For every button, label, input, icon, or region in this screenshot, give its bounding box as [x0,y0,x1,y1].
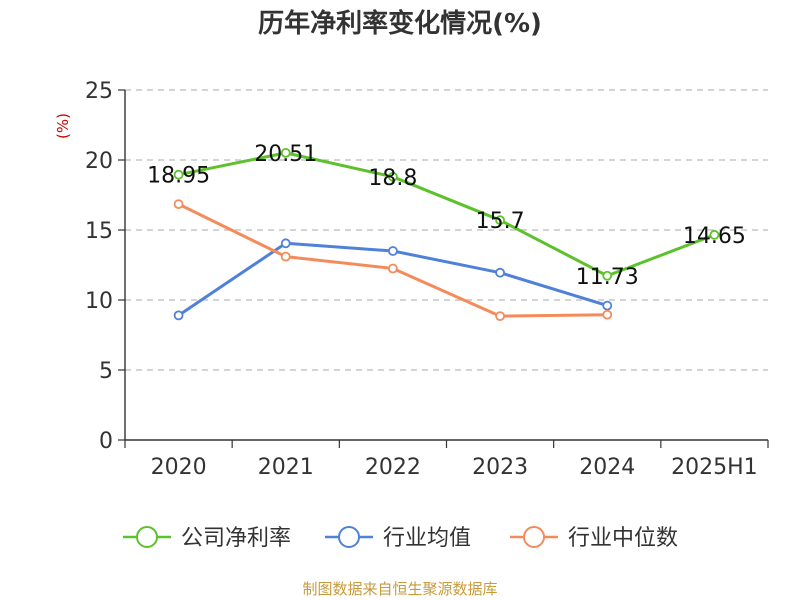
x-tick-label: 2021 [258,455,314,480]
chart-title: 历年净利率变化情况(%) [258,8,542,39]
series-line [178,151,715,278]
y-axis-label: (%) [54,113,72,139]
data-point [388,171,398,182]
x-tick-label: 2024 [579,455,635,480]
legend-label: 行业均值 [383,526,471,551]
legend: 公司净利率 行业均值 行业中位数 [123,526,678,551]
data-point [602,309,613,320]
data-point [280,238,291,249]
data-point [173,169,184,180]
data-point [280,147,291,158]
y-tick-label: 10 [85,289,113,314]
x-tick-label: 2025H1 [671,455,758,480]
data-point [602,270,613,281]
y-tick-label: 15 [85,219,113,244]
data-point [388,263,398,274]
legend-marker [338,526,360,548]
series-lines [173,147,720,322]
legend-marker [523,526,545,548]
axes: 0 5 10 15 20 25 2020 2021 2022 2023 2024 2025H1 [85,79,769,480]
data-point [495,267,505,278]
data-point [280,251,291,262]
y-tick-label: 25 [85,79,113,104]
x-tick-label: 2022 [365,455,421,480]
series-line [177,202,608,318]
data-point [602,300,613,311]
data-label: 11.73 [576,265,639,290]
footer-source: 制图数据来自恒生聚源数据库 [302,580,497,598]
data-point [173,199,184,210]
data-label: 14.65 [683,224,746,249]
data-labels: 18.95 20.51 18.8 15.7 11.73 14.65 [147,142,746,290]
gridlines [125,89,768,371]
data-label: 18.95 [147,164,210,189]
legend-marker [136,526,158,548]
y-tick-label: 20 [85,149,113,174]
data-label: 15.7 [476,209,525,234]
legend-label: 行业中位数 [568,526,678,551]
y-tick-label: 5 [99,359,113,384]
data-point [495,311,505,322]
y-tick-label: 0 [99,429,113,454]
data-point [173,310,184,321]
data-point [388,246,398,256]
legend-label: 公司净利率 [181,526,291,551]
data-label: 20.51 [254,142,317,167]
data-point [495,215,505,226]
x-tick-label: 2020 [151,455,207,480]
x-tick-label: 2023 [472,455,528,480]
data-point [709,229,720,240]
data-label: 18.8 [368,166,417,191]
